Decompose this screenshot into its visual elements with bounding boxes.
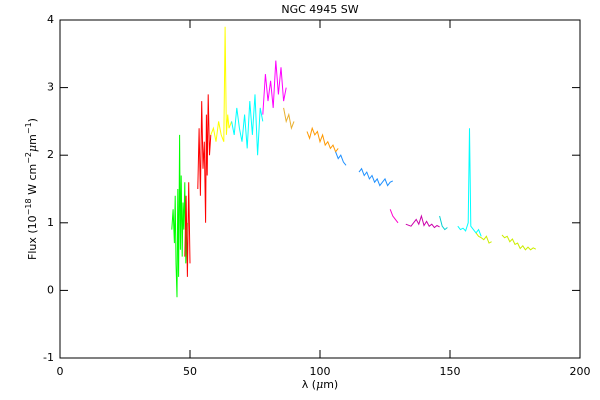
- x-label-part: λ (: [302, 378, 316, 391]
- y-tick-label: 2: [47, 148, 54, 161]
- chart-title: NGC 4945 SW: [281, 3, 358, 16]
- spectrum-line: [306, 126, 339, 153]
- y-tick-label: -1: [43, 351, 54, 364]
- y-label-part: −2: [24, 152, 33, 164]
- y-tick-label: 1: [47, 216, 54, 229]
- x-tick-label: 200: [570, 365, 591, 378]
- x-tick-label: 0: [57, 365, 64, 378]
- x-tick-label: 100: [310, 365, 331, 378]
- spectrum-line: [210, 26, 233, 142]
- spectrum-line: [262, 60, 287, 115]
- y-label-part: μ: [26, 145, 39, 152]
- spectrum-line: [389, 209, 399, 224]
- y-label-part: Flux (10: [26, 215, 39, 260]
- spectrum-line: [475, 232, 492, 244]
- x-tick-label: 150: [440, 365, 461, 378]
- y-tick-label: 4: [47, 13, 54, 26]
- y-label-part: W cm: [26, 164, 39, 199]
- spectrum-line: [197, 94, 212, 223]
- y-tick-label: 0: [47, 283, 54, 296]
- x-label-part: μ: [316, 378, 323, 391]
- spectrum-line: [358, 167, 394, 187]
- spectrum-line: [231, 94, 264, 156]
- spectrum-line: [184, 182, 191, 277]
- spectrum-line: [501, 234, 537, 251]
- x-label-part: m): [323, 378, 338, 391]
- y-label-part: ): [26, 118, 39, 122]
- spectrum-line: [439, 215, 448, 231]
- y-label-part: −1: [24, 122, 33, 134]
- spectrum-line: [171, 134, 188, 298]
- y-label-part: m: [26, 134, 39, 145]
- spectrum-line: [457, 128, 482, 237]
- y-label-part: −18: [24, 198, 33, 215]
- x-axis-label: λ (μm): [302, 378, 338, 391]
- y-axis-label: Flux (10−18 W cm−2μm−1): [24, 118, 39, 260]
- x-tick-label: 50: [183, 365, 197, 378]
- spectrum-line: [283, 107, 295, 131]
- y-tick-label: 3: [47, 81, 54, 94]
- spectrum-line: [405, 214, 440, 229]
- spectrum-line: [335, 151, 347, 166]
